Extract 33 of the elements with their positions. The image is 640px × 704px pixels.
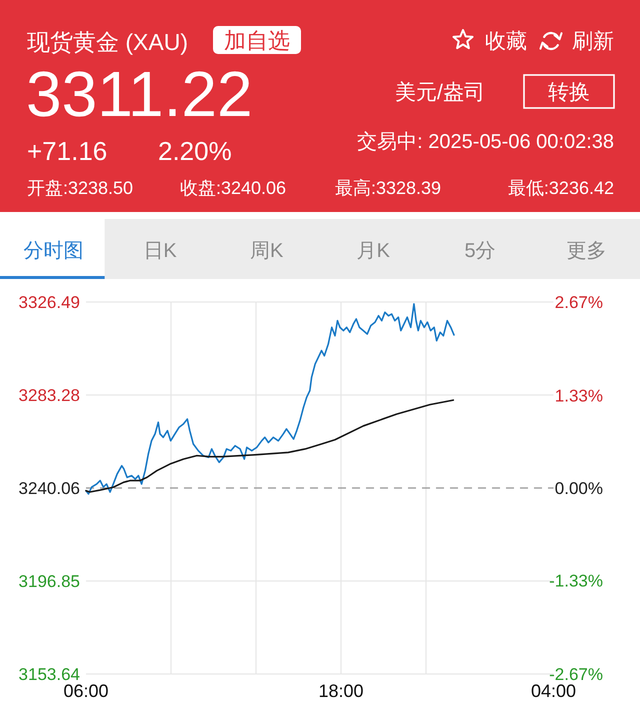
- text: 月K: [356, 240, 391, 262]
- text: 周K: [250, 240, 284, 262]
- text: 最高:3328.39: [335, 178, 442, 198]
- y2-tick-label: 2.67%: [554, 292, 603, 312]
- text: 加自选: [224, 28, 290, 53]
- text: 开盘:3238.50: [27, 178, 134, 198]
- y-tick-label: 3196.85: [18, 572, 80, 591]
- x-tick-label: 06:00: [63, 681, 109, 701]
- text: 3311.22: [26, 58, 253, 130]
- y2-tick-label: 1.33%: [554, 386, 603, 405]
- text: 5分: [464, 240, 496, 262]
- y-tick-label: 3326.49: [18, 292, 80, 312]
- text: 转换: [548, 81, 590, 104]
- x-tick-label: 04:00: [530, 681, 576, 701]
- text: 日K: [143, 240, 178, 262]
- text: 更多: [566, 240, 607, 262]
- y2-tick-label: 0.00%: [554, 478, 603, 498]
- text: 分时图: [23, 240, 84, 262]
- text: 收藏: [485, 30, 527, 53]
- y-tick-label: 3240.06: [18, 478, 80, 498]
- y2-tick-label: -2.67%: [549, 664, 603, 684]
- text: 最低:3236.42: [508, 178, 614, 198]
- text: 收盘:3240.06: [180, 178, 286, 198]
- text: 交易中: 2025-05-06 00:02:38: [357, 131, 614, 153]
- y2-tick-label: -1.33%: [549, 571, 603, 590]
- y-tick-label: 3283.28: [18, 385, 80, 404]
- text: 2.20%: [158, 136, 232, 166]
- x-tick-label: 18:00: [318, 681, 364, 701]
- text: 刷新: [572, 30, 614, 53]
- text: 现货黄金 (XAU): [27, 29, 188, 55]
- text: +71.16: [27, 136, 108, 166]
- text: 美元/盎司: [395, 81, 485, 104]
- y-tick-label: 3153.64: [18, 664, 80, 684]
